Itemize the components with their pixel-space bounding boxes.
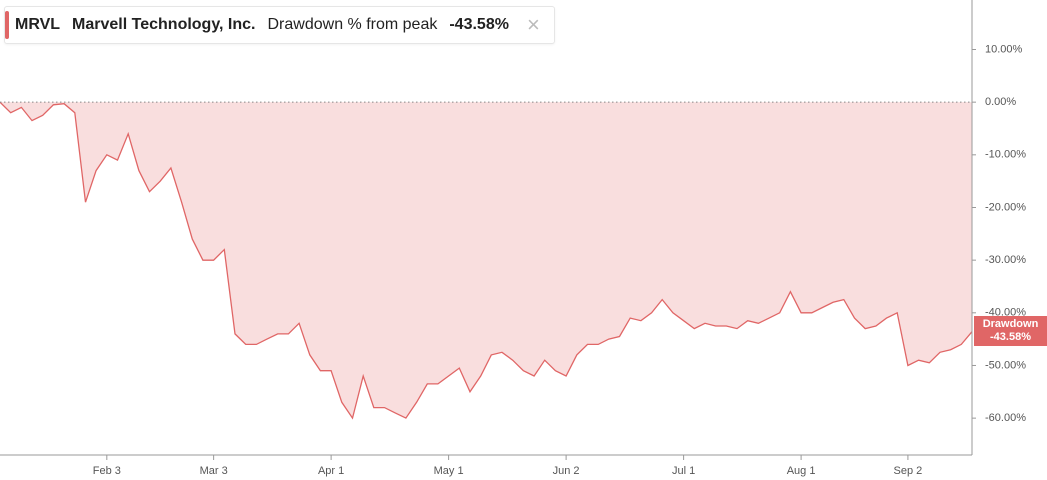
series-swatch: [5, 11, 9, 39]
area-fill: [0, 102, 972, 419]
y-tick-label: -10.00%: [985, 149, 1026, 161]
badge-series-name: Drawdown: [982, 318, 1039, 330]
last-value-badge: Drawdown -43.58%: [974, 316, 1047, 346]
y-tick-label: -50.00%: [985, 359, 1026, 371]
x-tick-label: Jul 1: [672, 465, 695, 477]
y-tick-label: -40.00%: [985, 307, 1026, 319]
ticker: MRVL: [15, 16, 61, 33]
current-value: -43.58%: [449, 16, 509, 33]
metric: Drawdown % from peak: [267, 16, 438, 33]
legend-header: MRVL Marvell Technology, Inc. Drawdown %…: [4, 6, 555, 44]
y-tick-label: -60.00%: [985, 412, 1026, 424]
y-tick-label: 10.00%: [985, 43, 1023, 55]
area-line: [0, 101, 973, 420]
badge-value: -43.58%: [990, 331, 1031, 343]
x-tick-label: Aug 1: [787, 465, 816, 477]
x-tick-label: Mar 3: [200, 465, 228, 477]
x-tick-label: Apr 1: [318, 465, 344, 477]
y-tick-label: -20.00%: [985, 201, 1026, 213]
x-tick-label: Sep 2: [894, 465, 923, 477]
close-button[interactable]: ×: [526, 12, 540, 37]
company: Marvell Technology, Inc.: [72, 16, 256, 33]
y-tick-label: -30.00%: [985, 254, 1026, 266]
x-tick-label: May 1: [434, 465, 464, 477]
y-tick-label: 0.00%: [985, 96, 1016, 108]
x-tick-label: Jun 2: [553, 465, 580, 477]
x-tick-label: Feb 3: [93, 465, 121, 477]
